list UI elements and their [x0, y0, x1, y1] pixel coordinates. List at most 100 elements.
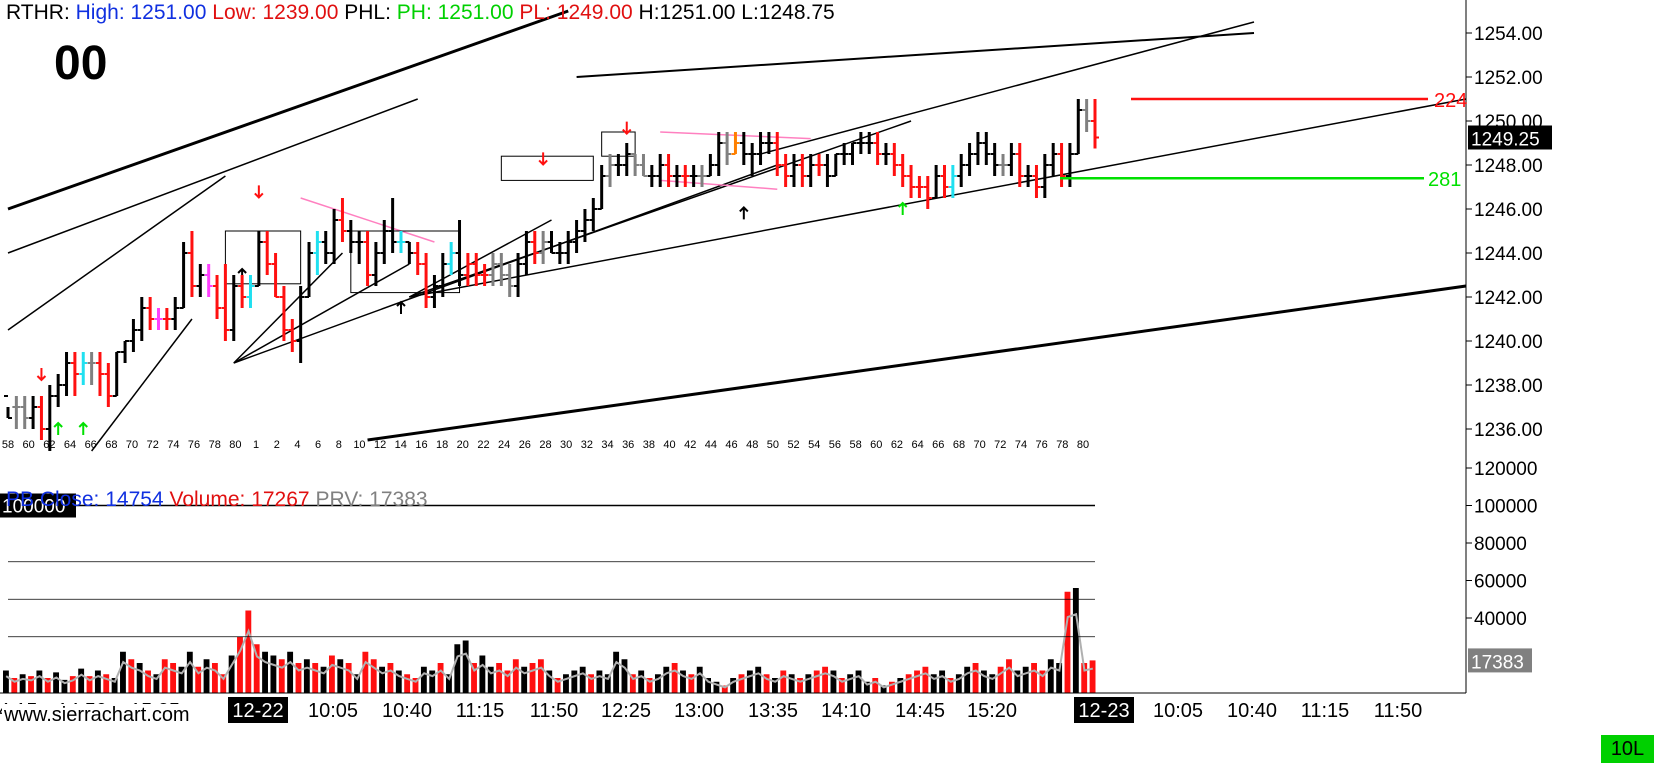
volume-bar	[930, 674, 937, 693]
volume-value: 17267	[251, 488, 310, 511]
volume-hline-label: 100000	[2, 497, 65, 518]
volume-bar	[914, 670, 920, 693]
bar-number-label: 64	[64, 439, 76, 451]
volume-hline-badge	[0, 493, 76, 518]
volume-bar	[721, 685, 728, 693]
volume-bar	[830, 670, 837, 693]
bar-number-label: 68	[105, 439, 117, 451]
volume-bar	[797, 678, 803, 693]
volume-bar	[512, 659, 519, 693]
price-bar	[396, 231, 405, 253]
price-bar	[4, 395, 12, 419]
bar-number-label: 28	[539, 439, 551, 451]
price-bar	[973, 132, 982, 165]
volume-bar	[638, 670, 645, 693]
bar-number-label: 56	[829, 439, 841, 451]
price-bar	[806, 154, 815, 187]
price-bar	[714, 132, 723, 176]
bar-number-label: 80	[1077, 439, 1089, 451]
price-bar	[656, 154, 665, 187]
axes: 1254.001252.001250.001248.001246.001244.…	[0, 0, 1552, 723]
volume-bar	[805, 674, 812, 693]
bar-number-label: 64	[911, 439, 923, 451]
price-bar	[480, 264, 489, 286]
price-bar	[647, 165, 656, 187]
bar-number-label: 74	[167, 439, 179, 451]
price-bar	[1007, 143, 1016, 176]
volume-bar	[997, 666, 1004, 693]
price-bar	[923, 176, 932, 209]
price-bar	[313, 231, 322, 275]
volume-bar	[1014, 670, 1021, 693]
price-bar	[95, 352, 104, 396]
price-bar	[321, 231, 330, 264]
time-label: 11:50	[1374, 700, 1423, 722]
price-bar	[848, 142, 857, 165]
volume-bar	[1089, 660, 1096, 693]
price-bar	[229, 275, 238, 341]
volume-bar	[454, 644, 461, 693]
price-bar	[731, 132, 740, 155]
price-bar	[472, 253, 481, 286]
price-bar	[940, 165, 949, 198]
price-bar	[664, 154, 673, 187]
volume-bar	[596, 670, 603, 693]
volume-bar	[1039, 670, 1046, 693]
pl-value: 1249.00	[556, 1, 633, 24]
volume-bar	[1072, 588, 1079, 693]
price-bar	[380, 220, 389, 264]
price-bar	[614, 154, 623, 176]
volume-bar	[989, 674, 996, 693]
low-label: Low:	[212, 1, 257, 24]
volume-bar	[529, 663, 536, 693]
last-volume-label: 17383	[1471, 652, 1524, 673]
volume-tick-label: 120000	[1474, 459, 1537, 480]
volume-bar	[1031, 663, 1037, 693]
volume-bar	[905, 674, 912, 693]
range-box	[500, 155, 594, 181]
volume-bar	[404, 674, 411, 693]
price-tick-label: 1244.00	[1474, 244, 1543, 265]
bar-number-label: 78	[209, 439, 221, 451]
price-tick-label: 1254.00	[1474, 24, 1543, 45]
bar-number-label: 76	[1036, 439, 1048, 451]
time-label: 11:15	[456, 700, 505, 722]
bar-number-label: 26	[519, 439, 531, 451]
price-bar	[146, 297, 155, 330]
price-bar	[355, 231, 364, 264]
volume-bar	[588, 674, 594, 693]
price-bar	[639, 154, 648, 177]
pb-close-label: PB Close:	[6, 488, 100, 511]
down-arrow	[538, 152, 548, 166]
bar-number-label: 66	[85, 439, 97, 451]
volume-bar	[28, 676, 34, 693]
prv-value: 17383	[369, 488, 428, 511]
price-bar	[45, 385, 54, 451]
price-bar	[137, 297, 146, 341]
price-bar	[522, 231, 531, 275]
volume-bar	[69, 676, 76, 693]
volume-bar	[186, 651, 193, 693]
price-bar	[689, 165, 698, 187]
volume-bar	[78, 668, 85, 693]
price-bar	[371, 242, 380, 286]
volume-bar	[788, 674, 795, 693]
price-bar	[296, 286, 305, 363]
price-bar	[87, 352, 96, 385]
price-bar	[514, 253, 523, 297]
corner-badge[interactable]: 10L	[1601, 735, 1654, 763]
volume-bar	[345, 663, 352, 693]
high-value: 1251.00	[130, 1, 207, 24]
bar-number-label: 14	[395, 439, 407, 451]
volume-bar	[278, 659, 285, 693]
volume-bar	[320, 666, 327, 693]
price-bar	[915, 176, 924, 198]
price-bar	[907, 165, 916, 198]
down-arrow	[622, 121, 632, 136]
volume-bar	[94, 670, 101, 693]
volume-bar	[822, 666, 829, 693]
volume-bar	[1006, 659, 1012, 693]
price-tick-label: 1240.00	[1474, 332, 1543, 353]
last-volume-badge	[1468, 648, 1532, 673]
price-bar	[1024, 165, 1033, 187]
